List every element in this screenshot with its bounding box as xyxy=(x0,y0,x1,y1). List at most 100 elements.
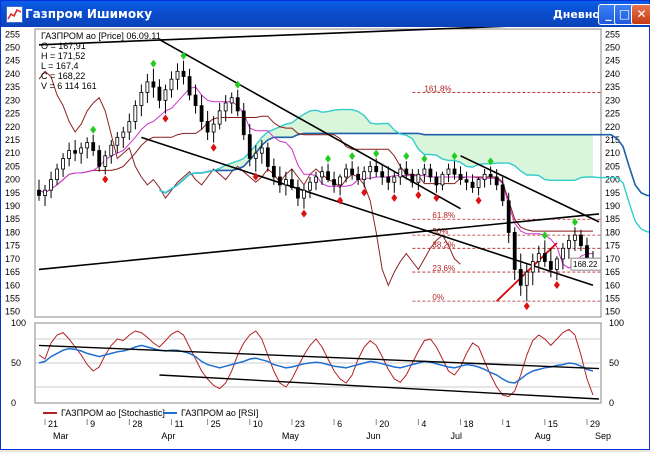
price-tick-right: 200 xyxy=(605,175,620,185)
fractal-down-marker xyxy=(391,193,398,202)
candle-body xyxy=(157,86,162,101)
candle-body xyxy=(235,97,240,112)
fractal-down-marker xyxy=(433,193,440,202)
price-tick-right: 150 xyxy=(605,307,620,317)
info-line: H = 171,52 xyxy=(41,51,85,61)
chart-area[interactable]: 255 255 250 250 245 245 240 240 235 235 230 230 225 2… xyxy=(1,22,650,449)
candle-body xyxy=(175,70,180,80)
price-panel xyxy=(34,28,602,318)
fractal-down-marker xyxy=(162,114,169,123)
trend-line xyxy=(141,136,594,287)
price-tick-right: 195 xyxy=(605,188,620,198)
kijun-sen-line xyxy=(38,115,593,232)
window-title: Газпром Ишимоку xyxy=(25,7,153,21)
candle-body xyxy=(356,173,361,181)
candle-body xyxy=(133,105,138,122)
candle-body xyxy=(374,165,379,173)
candle-body xyxy=(332,179,336,186)
candle-body xyxy=(398,168,403,178)
price-tick-right: 170 xyxy=(605,254,620,264)
candle-body xyxy=(277,176,282,186)
x-month-label: Apr xyxy=(161,431,175,441)
price-tick-left: 190 xyxy=(5,201,20,211)
price-tick-right: 235 xyxy=(605,82,620,92)
candle-body xyxy=(271,165,276,178)
candle-body xyxy=(109,144,114,157)
price-tick-right: 220 xyxy=(605,122,620,132)
candle-body xyxy=(320,171,324,178)
legend-label: ГАЗПРОМ ао [Stochastic] xyxy=(61,408,165,418)
info-line: V = 6 114 161 xyxy=(41,81,97,91)
candle-body xyxy=(470,181,475,188)
x-day-label: 20 xyxy=(379,419,389,429)
title-bar[interactable]: Газпром Ишимоку Дневной _ □ ✕ xyxy=(1,1,650,27)
x-day-label: 21 xyxy=(48,419,58,429)
senkou-span-b-line xyxy=(159,132,650,197)
candle-body xyxy=(350,168,355,175)
x-day-label: 23 xyxy=(295,419,305,429)
price-tick-right: 255 xyxy=(605,29,620,39)
candle-body xyxy=(193,94,198,107)
candle-body xyxy=(338,176,342,186)
candle-body xyxy=(344,168,349,178)
fibo-level-label: 0% xyxy=(432,293,444,302)
price-tick-left: 240 xyxy=(5,69,20,79)
candle-body xyxy=(404,168,409,175)
candle-body xyxy=(536,253,541,262)
fibo-level-label: 38.2% xyxy=(432,240,455,249)
candle-body xyxy=(464,179,469,183)
candle-body xyxy=(73,150,78,154)
price-tick-right: 160 xyxy=(605,280,620,290)
period-selector[interactable]: Дневной xyxy=(553,8,608,21)
candle-body xyxy=(416,173,421,183)
price-tick-left: 160 xyxy=(5,280,20,290)
fractal-down-marker xyxy=(337,196,344,205)
price-tick-left: 245 xyxy=(5,56,20,66)
candle-body xyxy=(560,247,565,260)
price-tick-right: 230 xyxy=(605,95,620,105)
price-tick-left: 235 xyxy=(5,82,20,92)
candle-body xyxy=(91,142,96,151)
candle-body xyxy=(542,253,547,262)
price-tick-right: 205 xyxy=(605,161,620,171)
price-tick-left: 215 xyxy=(5,135,20,145)
price-tick-left: 220 xyxy=(5,122,20,132)
candle-body xyxy=(103,155,108,167)
price-tick-left: 155 xyxy=(5,294,20,304)
candle-body xyxy=(524,271,529,286)
fractal-down-marker xyxy=(210,143,217,152)
price-tick-left: 205 xyxy=(5,161,20,171)
candle-body xyxy=(506,200,511,233)
chikou-span-line xyxy=(38,70,461,287)
price-tick-left: 255 xyxy=(5,29,20,39)
x-day-label: 15 xyxy=(548,419,558,429)
x-month-label: Jun xyxy=(366,431,381,441)
candle-body xyxy=(386,176,391,183)
close-button[interactable]: ✕ xyxy=(631,4,650,25)
price-tick-right: 215 xyxy=(605,135,620,145)
fractal-up-marker xyxy=(180,51,187,60)
price-tick-left: 230 xyxy=(5,95,20,105)
trend-line xyxy=(38,22,569,46)
x-day-label: 28 xyxy=(132,419,142,429)
price-tick-right: 180 xyxy=(605,227,620,237)
price-tick-left: 150 xyxy=(5,307,20,317)
candle-body xyxy=(452,168,457,175)
info-line: O = 167,91 xyxy=(41,41,86,51)
price-tick-right: 155 xyxy=(605,294,620,304)
candle-body xyxy=(211,123,216,133)
candle-body xyxy=(446,168,451,175)
candle-body xyxy=(548,261,553,270)
candle-body xyxy=(567,239,571,249)
legend-label: ГАЗПРОМ ао [RSI] xyxy=(181,408,258,418)
fractal-up-marker xyxy=(487,157,494,166)
candle-body xyxy=(199,105,204,122)
info-line: ГАЗПРОМ ао [Price] 06.09.11 xyxy=(41,31,161,41)
candle-body xyxy=(585,245,589,260)
x-day-label: 1 xyxy=(506,419,511,429)
osc-tick-right: 100 xyxy=(609,318,624,328)
candle-body xyxy=(67,150,72,159)
fractal-up-marker xyxy=(325,154,332,163)
fractal-up-marker xyxy=(349,152,356,161)
